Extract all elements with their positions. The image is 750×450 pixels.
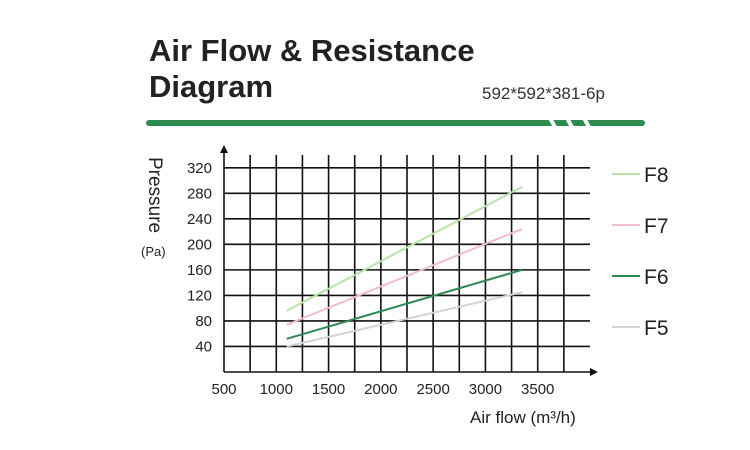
legend-label-f8: F8: [644, 164, 669, 187]
y-tick-label: 240: [187, 211, 212, 228]
x-tick-label: 3500: [521, 381, 554, 398]
series-lines: [286, 186, 523, 348]
y-axis-unit: (Pa): [141, 244, 166, 259]
series-line-f5: [286, 291, 523, 348]
legend: F8 F7 F6 F5: [612, 164, 669, 340]
x-tick-label: 1000: [260, 381, 293, 398]
series-line-f8: [286, 186, 523, 312]
y-tick-label: 280: [187, 185, 212, 202]
chart-subtitle: 592*592*381-6p: [482, 84, 605, 103]
y-axis-arrow: [220, 145, 228, 153]
legend-label-f5: F5: [644, 317, 669, 340]
series-line-f7: [286, 228, 523, 326]
x-tick-label: 2000: [364, 381, 397, 398]
y-tick-label: 320: [187, 160, 212, 177]
series-line-f6: [286, 268, 523, 340]
x-axis-label: Air flow (m³/h): [470, 408, 576, 427]
x-tick-label: 1500: [312, 381, 345, 398]
chart-grid: [224, 155, 590, 372]
chart-title: Air Flow & Resistance Diagram: [149, 33, 475, 104]
y-tick-label: 80: [195, 313, 212, 330]
x-tick-label: 3000: [469, 381, 502, 398]
x-axis-arrow: [590, 368, 598, 376]
tick-labels: 500 1000 1500 2000 2500 3000 3500 40 80 120 160 200…: [187, 160, 554, 398]
title-underline-bar: [146, 115, 645, 132]
y-tick-label: 160: [187, 262, 212, 279]
legend-label-f7: F7: [644, 215, 669, 238]
y-tick-label: 120: [187, 287, 212, 304]
y-axis-label: Pressure: [144, 157, 165, 234]
legend-label-f6: F6: [644, 266, 669, 289]
x-tick-label: 500: [211, 381, 236, 398]
y-tick-label: 200: [187, 236, 212, 253]
x-tick-label: 2500: [416, 381, 449, 398]
y-tick-label: 40: [195, 338, 212, 355]
chart-axes: [220, 145, 598, 376]
